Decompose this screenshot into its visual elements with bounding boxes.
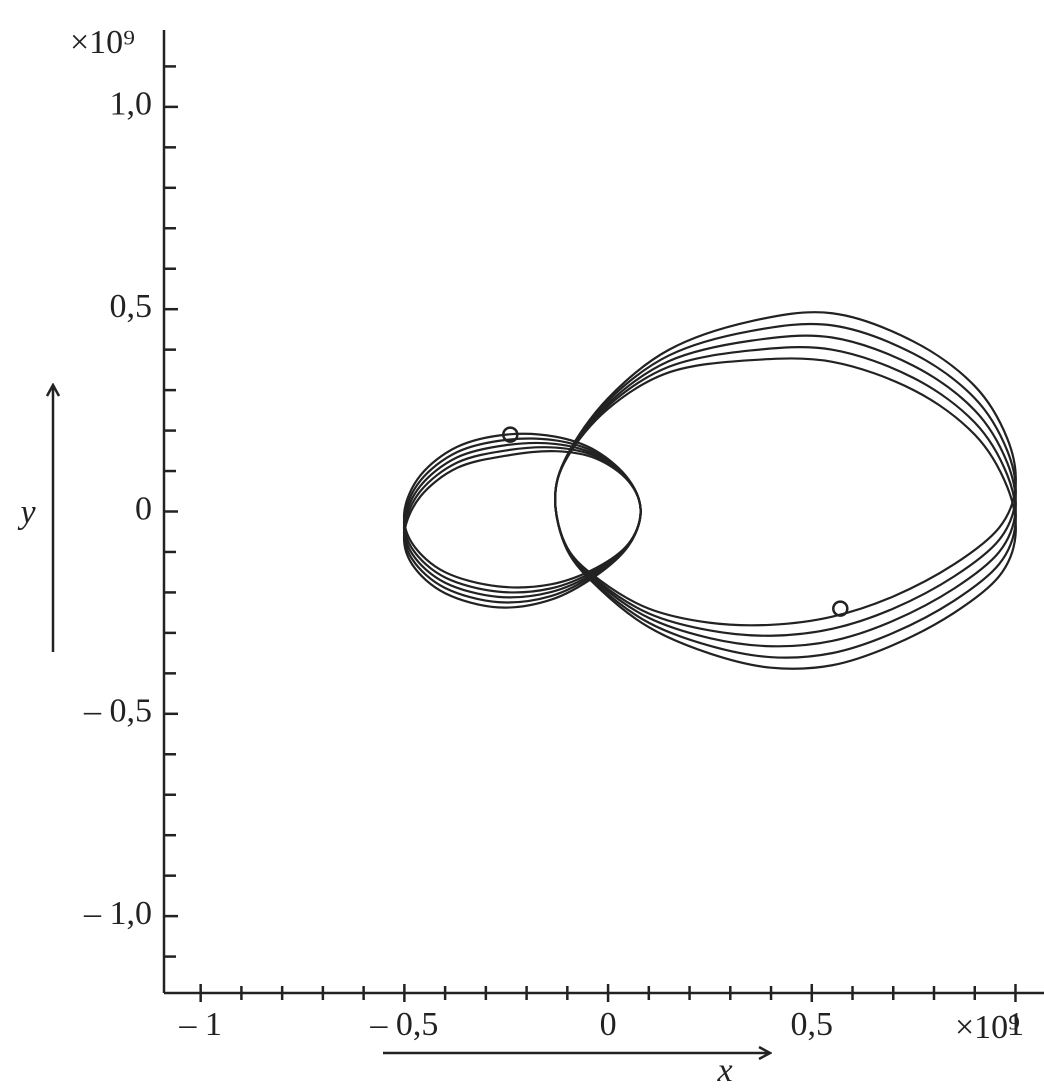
y-scale-label: ×10⁹ — [70, 24, 135, 61]
x-tick-label: 1 — [1007, 1006, 1024, 1043]
x-axis-label: x — [716, 1052, 732, 1089]
orbit-line — [402, 450, 642, 609]
marker — [832, 600, 849, 617]
y-tick-label: – 1,0 — [83, 895, 152, 932]
y-tick-label: 0,5 — [110, 288, 153, 325]
y-tick-label: 1,0 — [110, 86, 153, 123]
x-tick-label: 0,5 — [791, 1006, 834, 1043]
y-tick-label: 0 — [135, 490, 152, 527]
orbit-line — [554, 322, 1017, 637]
x-scale-label: ×10⁹ — [955, 1009, 1020, 1046]
x-tick-label: – 0,5 — [369, 1006, 438, 1043]
x-tick-label: 0 — [600, 1006, 617, 1043]
orbit-line — [554, 357, 1017, 670]
y-axis-label: y — [17, 494, 36, 531]
marker — [502, 426, 519, 443]
x-tick-label: – 1 — [178, 1006, 222, 1043]
y-tick-label: – 0,5 — [83, 693, 152, 730]
